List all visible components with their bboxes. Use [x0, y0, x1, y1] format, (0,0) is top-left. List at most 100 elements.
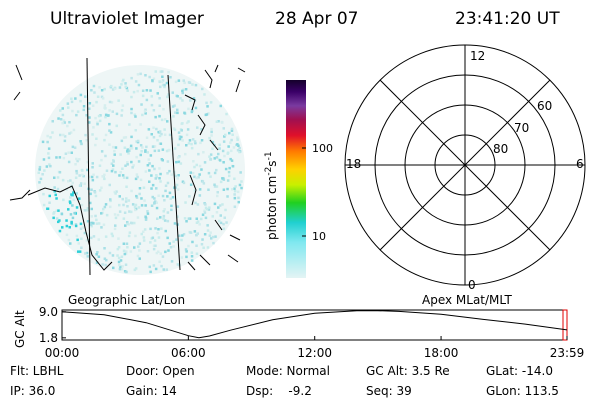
pixel — [70, 220, 73, 224]
pixel — [169, 246, 173, 249]
pixel — [233, 177, 236, 180]
pixel — [74, 223, 78, 226]
coastline — [204, 64, 246, 93]
pixel — [155, 187, 158, 190]
pixel — [90, 188, 93, 191]
pixel — [135, 155, 138, 159]
status-field: Gain: 14 — [126, 384, 177, 398]
pixel — [144, 218, 148, 221]
pixel — [116, 247, 120, 251]
pixel — [122, 78, 125, 82]
pixel — [61, 107, 64, 110]
pixel — [95, 253, 98, 256]
pixel — [210, 134, 213, 137]
pixel — [62, 156, 66, 160]
pixel — [218, 143, 221, 147]
pixel — [160, 132, 163, 136]
pixel — [86, 220, 90, 223]
pixel — [138, 257, 141, 260]
pixel — [209, 157, 213, 161]
pixel — [118, 203, 121, 207]
pixel — [176, 263, 180, 266]
pixel — [191, 138, 195, 141]
pixel — [218, 159, 222, 162]
pixel — [126, 89, 129, 92]
pixel — [74, 176, 78, 179]
pixel — [83, 182, 86, 185]
pixel — [170, 260, 174, 263]
pixel — [201, 238, 204, 241]
pixel — [82, 174, 85, 178]
pixel — [196, 126, 199, 129]
pixel — [226, 179, 230, 182]
pixel — [136, 216, 140, 219]
pixel — [114, 216, 118, 220]
pixel — [144, 204, 147, 207]
pixel — [118, 195, 121, 198]
pixel — [185, 121, 189, 125]
x-tick-label: 06:00 — [171, 346, 206, 360]
pixel — [201, 180, 205, 183]
pixel — [91, 178, 95, 182]
pixel — [87, 234, 91, 237]
pixel — [37, 171, 40, 174]
pixel — [181, 139, 184, 142]
pixel — [154, 177, 157, 180]
pixel — [138, 192, 141, 196]
pixel — [126, 150, 129, 153]
pixel — [214, 235, 217, 238]
pixel — [203, 211, 207, 214]
pixel — [185, 220, 188, 223]
pixel — [110, 162, 114, 165]
pixel — [58, 156, 62, 159]
pixel — [75, 192, 78, 195]
pixel — [213, 171, 217, 175]
pixel — [172, 245, 175, 248]
pixel — [208, 234, 212, 237]
pixel — [108, 109, 111, 112]
pixel — [151, 145, 155, 148]
pixel — [198, 173, 201, 176]
pixel — [83, 209, 87, 212]
pixel — [215, 120, 219, 123]
pixel — [68, 200, 72, 203]
pixel — [133, 268, 137, 272]
pixel — [152, 244, 156, 247]
pixel — [195, 163, 198, 167]
pixel — [79, 182, 83, 185]
pixel — [166, 181, 170, 185]
pixel — [209, 101, 213, 104]
pixel — [117, 99, 120, 102]
pixel — [166, 219, 170, 223]
unit-exp: -1 — [264, 151, 274, 160]
pixel — [59, 133, 62, 137]
pixel — [66, 124, 69, 128]
pixel — [113, 87, 117, 90]
pixel — [209, 175, 212, 178]
pixel — [119, 153, 122, 156]
pixel — [81, 169, 84, 172]
pixel — [187, 107, 190, 111]
pixel — [127, 199, 131, 202]
pixel — [57, 220, 60, 224]
pixel — [98, 164, 102, 167]
pixel — [105, 258, 108, 262]
pixel — [149, 241, 152, 244]
pixel — [134, 129, 137, 132]
pixel — [208, 136, 211, 140]
pixel — [42, 203, 46, 207]
pixel — [75, 234, 79, 238]
pixel — [162, 108, 165, 111]
meridian — [86, 57, 91, 276]
pixel — [73, 211, 76, 215]
pixel — [204, 216, 208, 220]
pixel — [224, 208, 227, 212]
pixel — [173, 128, 177, 132]
pixel — [135, 194, 138, 198]
pixel — [183, 111, 186, 115]
pixel — [132, 164, 135, 167]
pixel — [207, 188, 210, 191]
pixel — [131, 203, 135, 206]
pixel — [186, 128, 190, 131]
pixel — [113, 190, 116, 194]
